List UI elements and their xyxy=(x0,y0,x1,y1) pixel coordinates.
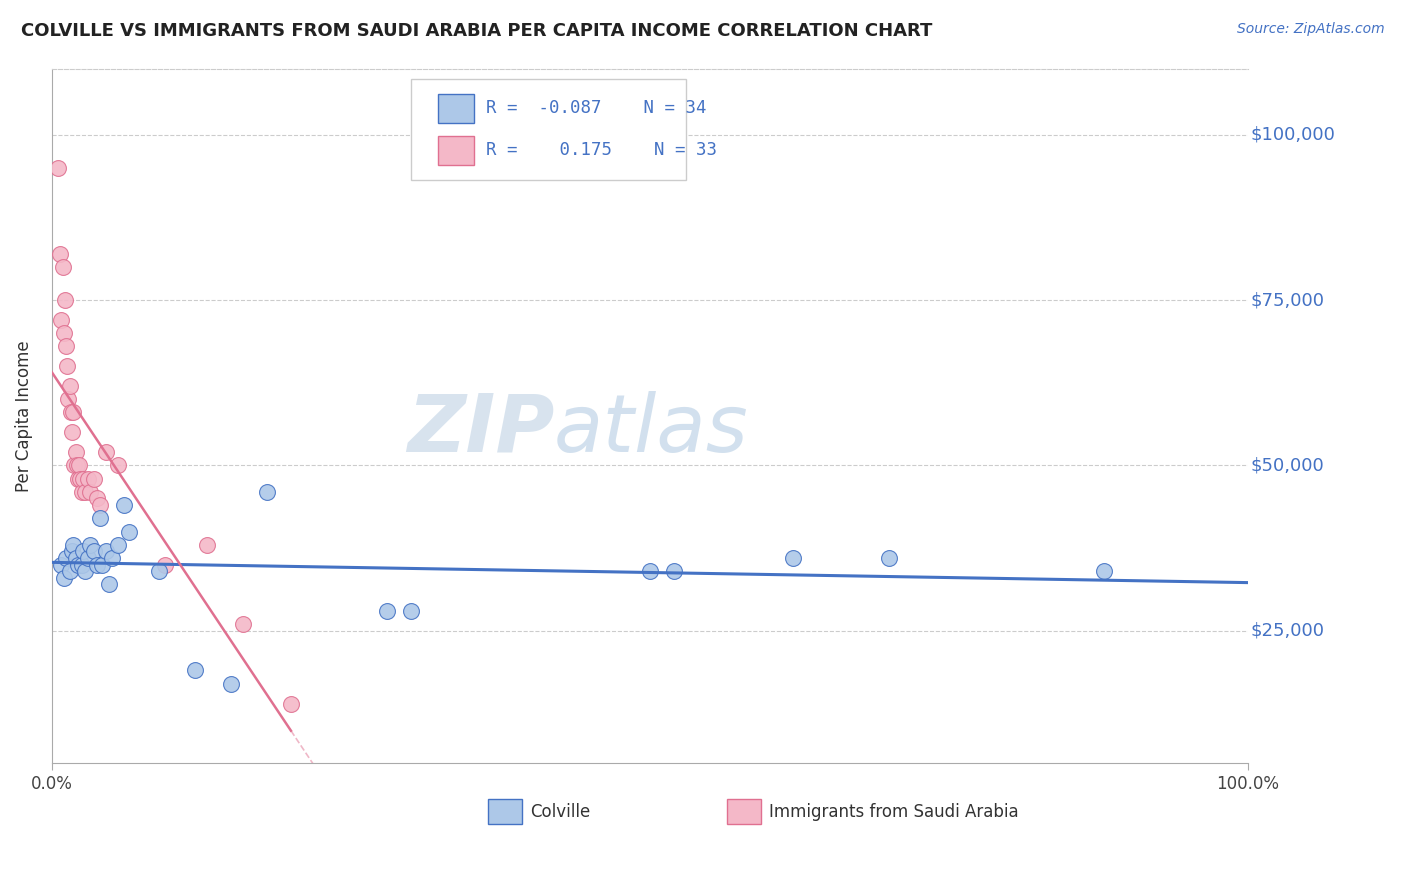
Point xyxy=(98,577,121,591)
Point xyxy=(76,551,98,566)
Point xyxy=(59,379,82,393)
Point xyxy=(195,538,218,552)
Point xyxy=(86,491,108,506)
Text: Colville: Colville xyxy=(530,803,591,821)
Point xyxy=(49,246,72,260)
Point xyxy=(62,405,84,419)
Point xyxy=(75,564,97,578)
Point xyxy=(94,445,117,459)
Point xyxy=(69,472,91,486)
Point xyxy=(79,538,101,552)
Point xyxy=(67,458,90,473)
Point xyxy=(148,564,170,578)
Point xyxy=(70,558,93,572)
Point xyxy=(83,472,105,486)
Point xyxy=(72,544,94,558)
Point xyxy=(51,313,73,327)
Point xyxy=(70,484,93,499)
Text: atlas: atlas xyxy=(554,391,749,468)
Text: $100,000: $100,000 xyxy=(1250,126,1334,144)
Point xyxy=(56,359,79,374)
Text: $25,000: $25,000 xyxy=(1250,622,1324,640)
Point xyxy=(375,604,398,618)
Text: Source: ZipAtlas.com: Source: ZipAtlas.com xyxy=(1237,22,1385,37)
Point xyxy=(89,511,111,525)
Point xyxy=(59,564,82,578)
Point xyxy=(155,558,177,572)
Text: COLVILLE VS IMMIGRANTS FROM SAUDI ARABIA PER CAPITA INCOME CORRELATION CHART: COLVILLE VS IMMIGRANTS FROM SAUDI ARABIA… xyxy=(21,22,932,40)
FancyBboxPatch shape xyxy=(488,799,522,824)
Point xyxy=(662,564,685,578)
Point xyxy=(638,564,661,578)
Point xyxy=(52,571,75,585)
Point xyxy=(60,425,83,440)
Point xyxy=(51,260,73,274)
FancyBboxPatch shape xyxy=(439,94,474,123)
Point xyxy=(65,445,87,459)
Point xyxy=(67,472,90,486)
Point xyxy=(1092,564,1115,578)
Point xyxy=(62,538,84,552)
Point xyxy=(782,551,804,566)
Point xyxy=(58,392,80,407)
Point xyxy=(52,326,75,340)
Point xyxy=(75,484,97,499)
FancyBboxPatch shape xyxy=(411,78,686,179)
Point xyxy=(184,664,207,678)
Text: ZIP: ZIP xyxy=(406,391,554,468)
Point xyxy=(118,524,141,539)
Point xyxy=(65,551,87,566)
Point xyxy=(60,544,83,558)
Text: $50,000: $50,000 xyxy=(1250,457,1324,475)
Point xyxy=(53,293,76,307)
Point xyxy=(256,484,278,499)
Point xyxy=(107,458,129,473)
Point xyxy=(79,484,101,499)
Point xyxy=(399,604,422,618)
Point xyxy=(280,697,302,711)
Point xyxy=(46,161,69,175)
Point xyxy=(76,472,98,486)
Text: Immigrants from Saudi Arabia: Immigrants from Saudi Arabia xyxy=(769,803,1019,821)
Point xyxy=(55,551,77,566)
Point xyxy=(51,558,73,572)
Point xyxy=(94,544,117,558)
Point xyxy=(63,458,86,473)
Point xyxy=(232,617,254,632)
FancyBboxPatch shape xyxy=(727,799,761,824)
Point xyxy=(55,339,77,353)
Point xyxy=(100,551,122,566)
Point xyxy=(86,558,108,572)
Point xyxy=(72,472,94,486)
Point xyxy=(112,498,135,512)
Point xyxy=(83,544,105,558)
Point xyxy=(66,458,89,473)
Point xyxy=(877,551,900,566)
Point xyxy=(59,405,82,419)
Point xyxy=(89,498,111,512)
FancyBboxPatch shape xyxy=(439,136,474,165)
Text: R =    0.175    N = 33: R = 0.175 N = 33 xyxy=(486,142,717,160)
Text: R =  -0.087    N = 34: R = -0.087 N = 34 xyxy=(486,99,706,117)
Point xyxy=(107,538,129,552)
Y-axis label: Per Capita Income: Per Capita Income xyxy=(15,340,32,491)
Point xyxy=(91,558,114,572)
Text: $75,000: $75,000 xyxy=(1250,291,1324,309)
Point xyxy=(67,558,90,572)
Point xyxy=(219,676,242,690)
